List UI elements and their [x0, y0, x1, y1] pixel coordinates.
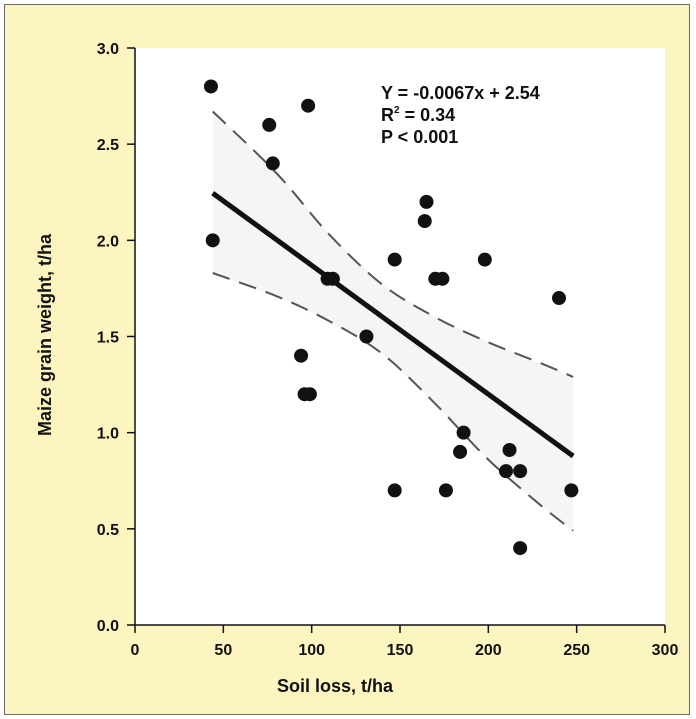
x-tick-label: 250 [563, 642, 590, 659]
regression-equation: Y = -0.0067x + 2.54 [381, 83, 540, 103]
data-point [513, 541, 528, 556]
data-point [262, 117, 277, 132]
y-tick-label: 2.0 [97, 233, 119, 250]
p-value-label: P < 0.001 [381, 127, 458, 147]
scatter-chart: 0.0 0.5 1.0 1.5 2.0 2.5 3.0 0 50 100 150 200 250 300… [5, 5, 689, 714]
x-tick-label: 200 [475, 642, 502, 659]
data-points [203, 79, 579, 556]
data-point [265, 156, 280, 171]
data-point [205, 233, 220, 248]
upper-confidence-line [212, 110, 574, 378]
y-axis-title: Maize grain weight, t/ha [35, 233, 55, 436]
data-point [477, 252, 492, 267]
r-squared-symbol: R [381, 105, 394, 125]
y-tick-label: 0.5 [97, 522, 119, 539]
x-tick-label: 0 [131, 642, 140, 659]
x-tick-label: 50 [214, 642, 232, 659]
chart-figure: 0.0 0.5 1.0 1.5 2.0 2.5 3.0 0 50 100 150 200 250 300… [4, 4, 690, 715]
y-tick-label: 0.0 [97, 618, 119, 635]
data-point [301, 98, 316, 113]
r-squared-value: = 0.34 [400, 105, 456, 125]
confidence-band-area [212, 111, 574, 531]
data-point [456, 425, 471, 440]
data-point [387, 252, 402, 267]
y-tick-label: 1.0 [97, 426, 119, 443]
x-axis-title: Soil loss, t/ha [277, 676, 394, 696]
data-point [359, 329, 374, 344]
x-tick-labels: 0 50 100 150 200 250 300 [131, 642, 679, 659]
x-tick-label: 150 [387, 642, 414, 659]
r-squared-superscript: 2 [394, 105, 400, 116]
data-point [325, 271, 340, 286]
data-point [419, 194, 434, 209]
axis-ticks [127, 47, 666, 633]
data-point [294, 348, 309, 363]
data-point [513, 464, 528, 479]
data-point [453, 444, 468, 459]
data-point [435, 271, 450, 286]
y-tick-label: 2.5 [97, 137, 119, 154]
data-point [564, 483, 579, 498]
data-point [502, 442, 517, 457]
regression-line [211, 191, 575, 459]
y-tick-labels: 0.0 0.5 1.0 1.5 2.0 2.5 3.0 [97, 41, 119, 635]
data-point [417, 214, 432, 229]
y-tick-label: 1.5 [97, 330, 119, 347]
data-point [302, 387, 317, 402]
data-point [552, 291, 566, 306]
x-tick-label: 100 [298, 642, 325, 659]
lower-confidence-line [212, 272, 574, 532]
y-tick-label: 3.0 [97, 41, 119, 58]
data-point [387, 483, 402, 498]
axes [134, 48, 665, 626]
r-squared-label: R2 = 0.34 [381, 105, 455, 125]
data-point [499, 464, 513, 479]
x-tick-label: 300 [652, 642, 679, 659]
data-point [438, 483, 453, 498]
data-point [203, 79, 218, 94]
